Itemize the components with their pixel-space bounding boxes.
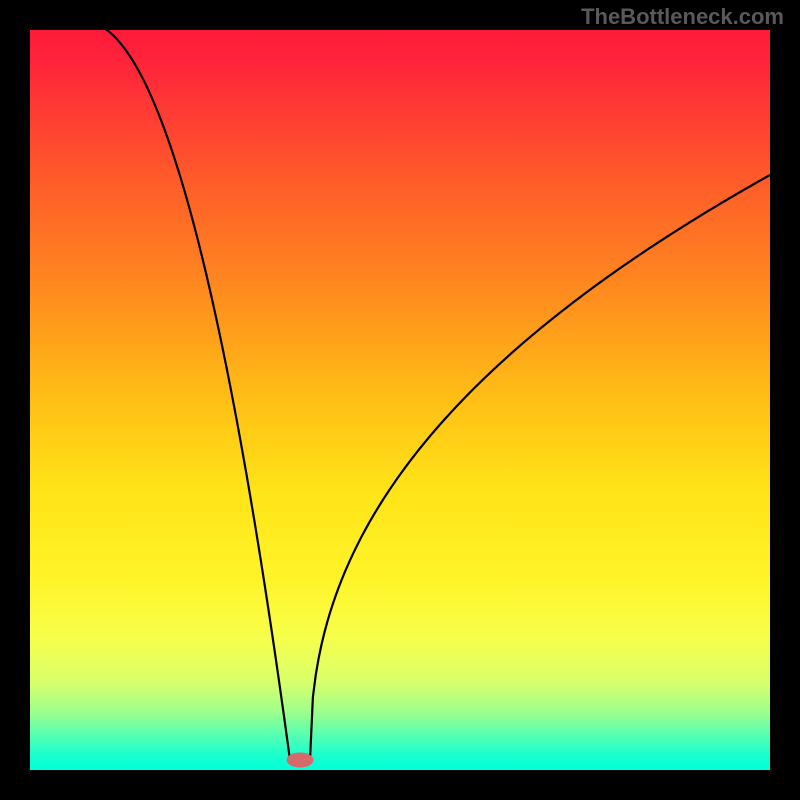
bottleneck-chart <box>0 0 800 800</box>
bottleneck-marker <box>287 753 313 767</box>
chart-container: TheBottleneck.com <box>0 0 800 800</box>
plot-area <box>30 30 770 770</box>
watermark-text: TheBottleneck.com <box>581 4 784 30</box>
